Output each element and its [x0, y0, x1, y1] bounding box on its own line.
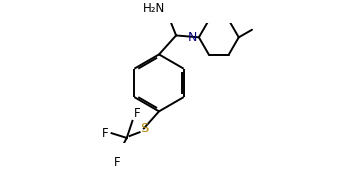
Text: F: F [134, 107, 140, 120]
Text: H₂N: H₂N [142, 2, 165, 15]
Text: F: F [114, 156, 121, 169]
Text: N: N [188, 31, 198, 44]
Text: F: F [102, 127, 109, 140]
Text: S: S [140, 122, 148, 135]
